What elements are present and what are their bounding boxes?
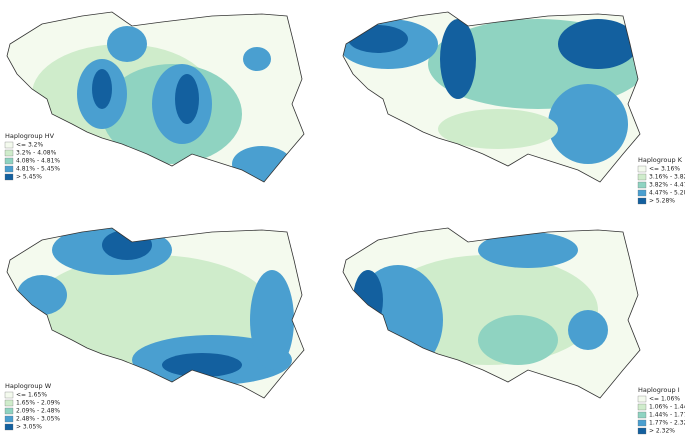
- legend-label: 1.77% - 2.32%: [649, 420, 685, 427]
- legend-swatch: [637, 395, 647, 403]
- legend-label: 4.47% - 5.28%: [649, 190, 685, 197]
- legend-label: 2.09% - 2.48%: [16, 408, 60, 415]
- legend-label: > 5.45%: [16, 174, 42, 181]
- legend-label: 4.08% - 4.81%: [16, 158, 60, 165]
- legend-swatch: [4, 149, 14, 157]
- legend-swatch: [637, 165, 647, 173]
- legend-label: 1.06% - 1.44%: [649, 404, 685, 411]
- legend-swatch: [4, 407, 14, 415]
- legend-label: > 5.28%: [649, 198, 675, 205]
- legend-swatch: [637, 189, 647, 197]
- legend: Haplogroup HV <= 3.2%3.2% - 4.08%4.08% - …: [4, 132, 60, 181]
- legends: Haplogroup HV <= 3.2%3.2% - 4.08%4.08% - …: [4, 132, 685, 435]
- legend-swatch: [637, 197, 647, 205]
- legend-swatch: [637, 173, 647, 181]
- legend-swatch: [637, 181, 647, 189]
- legend: Haplogroup I <= 1.06%1.06% - 1.44%1.44% -…: [637, 386, 685, 435]
- legend-label: > 2.32%: [649, 428, 675, 435]
- legend-swatch: [637, 419, 647, 427]
- legend-label: 3.2% - 4.08%: [16, 150, 57, 157]
- legend-swatch: [4, 173, 14, 181]
- legend-swatch: [4, 165, 14, 173]
- legend-label: <= 1.06%: [649, 396, 680, 403]
- map-k: [342, 11, 641, 183]
- legend-label: <= 1.65%: [16, 392, 47, 399]
- map-i: [342, 227, 641, 399]
- legend-title: Haplogroup K: [638, 156, 683, 164]
- legend-label: <= 3.2%: [16, 142, 44, 149]
- legend-swatch: [4, 391, 14, 399]
- legend: Haplogroup W <= 1.65%1.65% - 2.09%2.09% -…: [4, 382, 60, 431]
- legend-swatch: [4, 399, 14, 407]
- legend-swatch: [637, 403, 647, 411]
- legend-swatch: [637, 411, 647, 419]
- legend-title: Haplogroup I: [638, 386, 680, 394]
- legend-swatch: [4, 423, 14, 431]
- legend-label: <= 3.16%: [649, 166, 680, 173]
- legend-label: > 3.05%: [16, 424, 42, 431]
- map-hv: [6, 11, 305, 183]
- legend-label: 3.82% - 4.47%: [649, 182, 685, 189]
- legend-label: 1.65% - 2.09%: [16, 400, 60, 407]
- legend-swatch: [4, 415, 14, 423]
- legend-title: Haplogroup HV: [5, 132, 55, 140]
- legend-swatch: [4, 141, 14, 149]
- legend-swatch: [637, 427, 647, 435]
- legend: Haplogroup K <= 3.16%3.16% - 3.82%3.82% -…: [637, 156, 685, 205]
- legend-title: Haplogroup W: [5, 382, 52, 390]
- legend-label: 1.44% - 1.77%: [649, 412, 685, 419]
- legend-label: 4.81% - 5.45%: [16, 166, 60, 173]
- legend-label: 3.16% - 3.82%: [649, 174, 685, 181]
- legend-swatch: [4, 157, 14, 165]
- legend-label: 2.48% - 3.05%: [16, 416, 60, 423]
